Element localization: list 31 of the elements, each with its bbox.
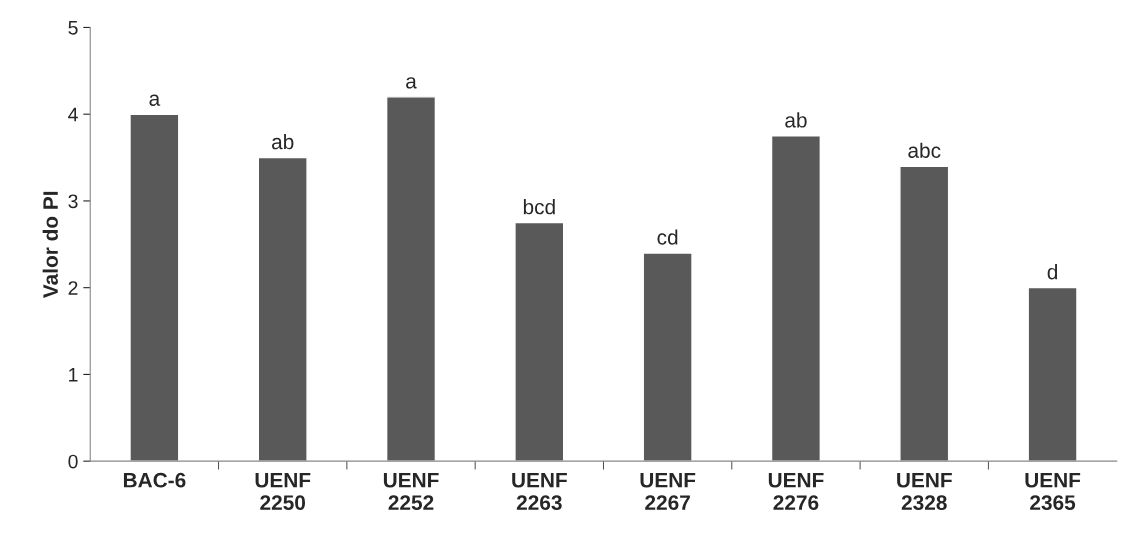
y-tick-label: 1 — [69, 368, 78, 382]
annotation: a — [406, 77, 417, 89]
x-tick-label: UENF 2328 — [897, 473, 952, 511]
x-tick-label: UENF 2263 — [512, 473, 567, 511]
bar — [257, 156, 308, 462]
annotation: ab — [785, 112, 807, 128]
y-tick-label: 2 — [68, 281, 78, 295]
annotation: abc — [908, 142, 941, 158]
x-tick-label: UENF 2267 — [640, 473, 696, 511]
bar — [642, 252, 693, 462]
bar — [899, 165, 950, 462]
y-axis-title: Valor do PI — [42, 191, 58, 298]
y-tick-label: 3 — [68, 194, 78, 209]
x-tick-label: UENF 2276 — [768, 473, 824, 511]
bar — [385, 96, 437, 462]
bar — [129, 113, 180, 462]
annotation: d — [1047, 264, 1058, 280]
annotation: bcd — [523, 199, 555, 215]
x-tick-label: UENF 2252 — [383, 473, 439, 511]
annotation: a — [149, 94, 161, 106]
x-tick-label: BAC-6 — [123, 472, 186, 488]
y-tick-label: 4 — [68, 107, 78, 122]
annotation: cd — [657, 229, 678, 245]
bar — [770, 135, 822, 462]
bar — [514, 221, 565, 462]
y-tick-label: 5 — [68, 21, 78, 35]
y-tick-label: 0 — [68, 454, 78, 469]
x-tick-label: UENF 2365 — [1025, 473, 1081, 511]
annotation: ab — [272, 133, 294, 150]
bar — [1027, 286, 1078, 462]
x-tick-label: UENF 2250 — [255, 473, 311, 511]
